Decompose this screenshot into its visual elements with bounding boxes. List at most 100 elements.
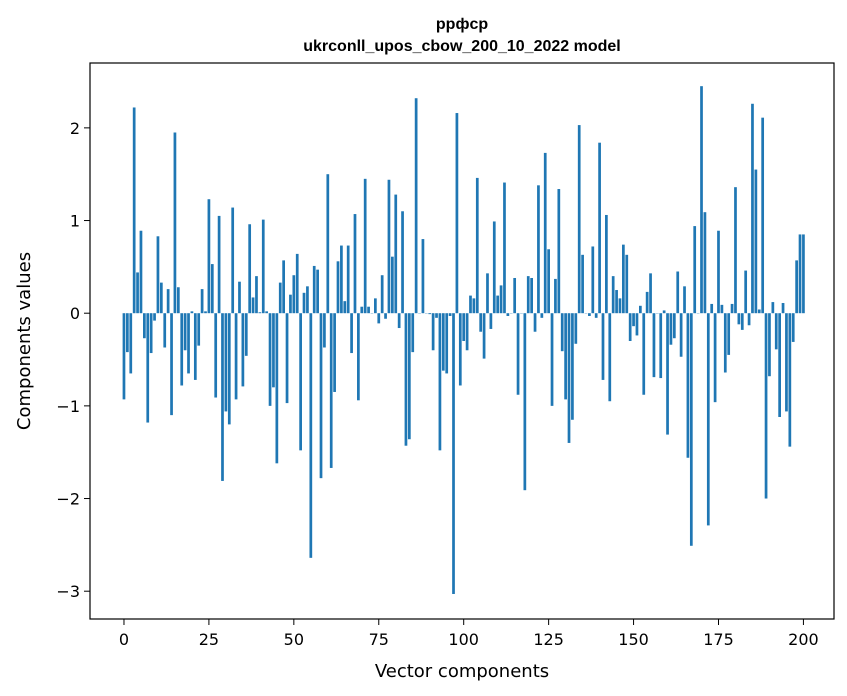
bar-105 (479, 313, 483, 332)
bar-130 (564, 313, 567, 400)
bar-53 (302, 292, 306, 314)
bar-61 (329, 313, 333, 468)
bar-192 (774, 313, 778, 350)
bar-79 (391, 256, 394, 314)
bar-92 (435, 313, 438, 318)
bar-152 (639, 305, 642, 314)
bar-10 (156, 236, 160, 314)
bar-23 (200, 289, 204, 314)
bar-99 (458, 313, 462, 386)
bar-125 (547, 249, 550, 314)
bar-3 (132, 107, 136, 314)
bar-91 (431, 313, 435, 351)
bar-69 (357, 313, 360, 401)
bar-26 (210, 264, 214, 314)
chart-subtitle: ukrconll_upos_cbow_200_10_2022 model (303, 38, 620, 55)
bars-group (122, 86, 805, 594)
bar-116 (516, 313, 520, 395)
bar-149 (628, 313, 632, 341)
bar-50 (292, 275, 296, 314)
bar-65 (343, 301, 347, 314)
bar-12 (163, 313, 167, 348)
bar-194 (781, 303, 785, 314)
bar-197 (791, 313, 795, 342)
bar-8 (149, 313, 153, 354)
bar-43 (268, 313, 272, 406)
bar-139 (594, 313, 598, 318)
bar-182 (740, 313, 744, 330)
bar-100 (462, 313, 466, 341)
bar-32 (231, 207, 235, 314)
bar-112 (503, 182, 506, 314)
bar-168 (693, 226, 697, 314)
bar-170 (700, 86, 703, 314)
bar-175 (717, 230, 720, 314)
bar-102 (469, 295, 472, 314)
bar-37 (248, 224, 252, 314)
bar-143 (608, 313, 612, 402)
bar-155 (649, 273, 652, 314)
bar-42 (265, 311, 269, 314)
bar-133 (574, 313, 578, 344)
bar-62 (333, 313, 336, 392)
bar-188 (761, 117, 765, 314)
bar-146 (618, 298, 622, 314)
bar-190 (768, 313, 771, 377)
bar-153 (642, 313, 646, 395)
bar-198 (795, 260, 798, 314)
bar-96 (448, 313, 452, 316)
bar-78 (387, 179, 391, 314)
bar-34 (238, 281, 241, 314)
x-tick-label: 0 (119, 630, 129, 649)
bar-193 (778, 313, 781, 417)
bar-11 (159, 282, 163, 314)
bar-189 (764, 313, 768, 499)
y-tick-label: −2 (56, 490, 80, 509)
bar-187 (757, 309, 761, 314)
bar-132 (571, 313, 574, 420)
x-tick-label: 200 (788, 630, 819, 649)
bar-137 (588, 313, 591, 316)
bar-28 (217, 215, 221, 314)
bar-118 (523, 313, 527, 491)
bar-159 (662, 310, 666, 314)
bar-185 (751, 103, 754, 314)
bar-2 (129, 313, 133, 374)
bar-147 (622, 244, 625, 314)
bar-113 (506, 313, 510, 316)
bar-128 (557, 189, 561, 314)
x-axis-ticks: 0 25 50 75 100 125 150 175 200 (119, 619, 819, 649)
bar-44 (272, 313, 275, 388)
bar-71 (363, 178, 367, 314)
bar-55 (309, 313, 313, 558)
bar-135 (581, 254, 584, 314)
bar-60 (326, 174, 330, 314)
bar-68 (353, 214, 357, 314)
bar-183 (744, 270, 748, 314)
bar-15 (173, 132, 177, 314)
bar-58 (319, 313, 323, 479)
bar-126 (550, 313, 554, 406)
chart-title: ррфср (436, 16, 488, 33)
bar-140 (598, 142, 601, 314)
bar-121 (533, 313, 537, 332)
bar-75 (377, 313, 381, 324)
x-tick-label: 25 (199, 630, 219, 649)
bar-47 (282, 260, 285, 314)
bar-103 (472, 298, 476, 314)
bar-74 (374, 298, 377, 314)
bar-200 (802, 234, 805, 314)
bar-27 (214, 313, 218, 398)
bar-195 (785, 313, 788, 412)
bar-21 (193, 313, 197, 380)
bar-18 (183, 313, 187, 351)
bar-164 (679, 313, 683, 357)
bar-80 (394, 194, 398, 314)
bar-77 (384, 313, 387, 319)
y-axis-ticks: −3 −2 −1 0 1 2 (56, 119, 90, 601)
bar-83 (404, 313, 408, 446)
x-tick-label: 75 (369, 630, 389, 649)
bar-48 (285, 313, 289, 404)
bar-199 (798, 234, 802, 314)
bar-51 (295, 253, 299, 314)
